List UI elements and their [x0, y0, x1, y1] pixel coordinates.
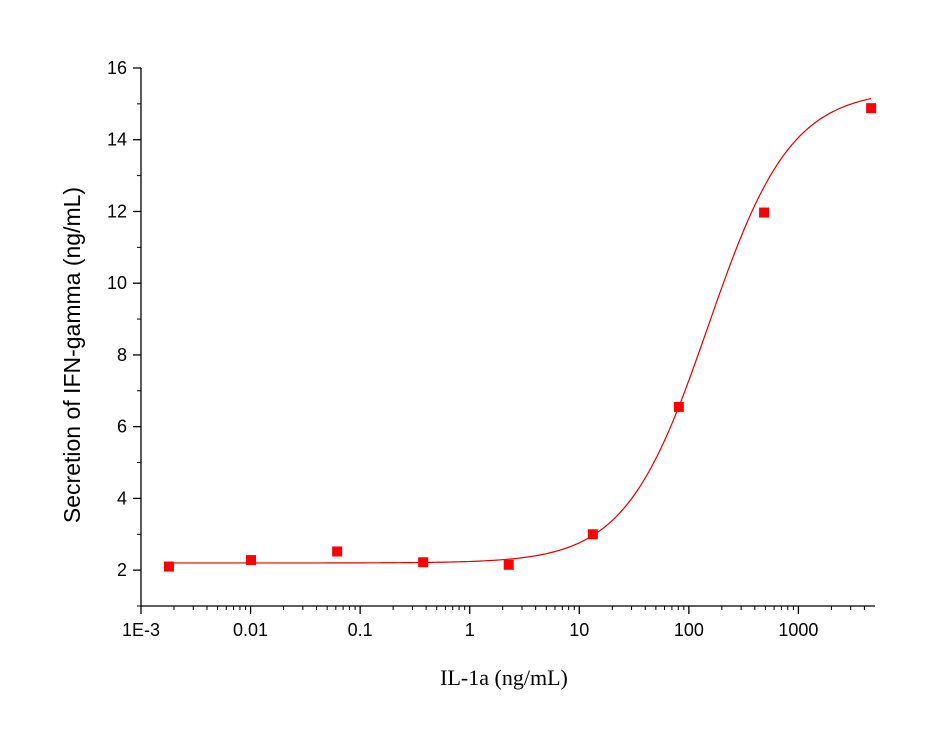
y-tick-label: 6	[117, 417, 127, 437]
data-point	[418, 557, 429, 568]
fit-curve	[168, 97, 872, 564]
y-tick-label: 10	[107, 273, 127, 293]
y-tick-label: 16	[107, 58, 127, 78]
data-point	[866, 103, 877, 114]
x-tick-label: 0.1	[348, 620, 373, 640]
data-point	[587, 529, 598, 540]
y-tick-label: 2	[117, 560, 127, 580]
axes: 1E-3 0.01 0.1 1 10 100 1000 2 4 6 8 10 12 14 16	[107, 58, 875, 640]
y-tick-label: 8	[117, 345, 127, 365]
data-point	[246, 555, 257, 566]
fit-curve-layer	[168, 97, 872, 564]
data-point	[332, 546, 343, 557]
data-point	[673, 401, 684, 412]
y-tick-label: 4	[117, 488, 127, 508]
x-axis-title: IL-1a (ng/mL)	[440, 665, 568, 690]
x-tick-label: 100	[674, 620, 704, 640]
x-tick-label: 0.01	[233, 620, 268, 640]
data-point	[503, 559, 514, 570]
y-axis-title: Secretion of IFN-gamma (ng/mL)	[59, 187, 85, 523]
x-tick-label: 1000	[778, 620, 818, 640]
data-point	[759, 207, 770, 218]
x-tick-label: 1	[465, 620, 475, 640]
y-tick-label: 12	[107, 201, 127, 221]
x-tick-label: 10	[569, 620, 589, 640]
y-tick-label: 14	[107, 130, 127, 150]
x-tick-label: 1E-3	[122, 620, 160, 640]
data-points-layer	[163, 103, 877, 572]
data-point	[163, 561, 174, 572]
